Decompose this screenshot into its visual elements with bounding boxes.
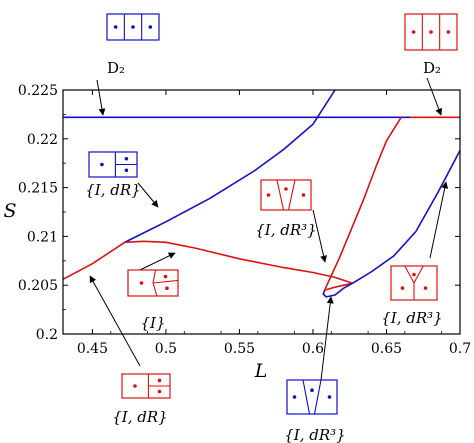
inset-dot <box>148 25 153 29</box>
x-tick-label: 0.45 <box>77 341 108 357</box>
x-axis-label: L <box>254 360 268 382</box>
x-tick-label: 0.65 <box>371 341 402 357</box>
inset-wall <box>152 282 158 297</box>
inset-dot <box>423 286 428 290</box>
x-tick-label: 0.6 <box>302 341 324 357</box>
inset-center-right-red <box>260 179 312 211</box>
y-tick-label: 0.21 <box>27 229 58 245</box>
inset-dot <box>429 30 433 34</box>
inset-dot <box>113 25 118 29</box>
inset-dot <box>412 272 416 277</box>
inset-dot <box>400 286 405 290</box>
y-tick-label: 0.215 <box>18 181 58 197</box>
x-tick-label: 0.7 <box>449 341 471 357</box>
x-tick-label: 0.55 <box>224 341 255 357</box>
y-tick-label: 0.2 <box>36 327 58 343</box>
top-right-label: D₂ <box>423 59 441 77</box>
inset-wall <box>152 269 157 284</box>
inset-dot <box>446 30 451 34</box>
arrow-center <box>139 252 176 271</box>
series-line-5 <box>324 282 353 291</box>
inset-bottom-left-red <box>121 373 171 399</box>
bottom-center-label: {I, dR³} <box>284 426 345 443</box>
inset-wall <box>152 279 179 284</box>
center-right-label: {I, dR³} <box>255 221 316 239</box>
series-line-8 <box>352 150 461 284</box>
inset-dot <box>292 395 297 399</box>
inset-dot <box>124 168 129 173</box>
inset-wall <box>276 179 285 211</box>
inset-dot <box>310 388 314 393</box>
insets <box>88 13 458 415</box>
inset-wall <box>413 265 424 284</box>
inset-dot <box>124 156 129 161</box>
series-line-6 <box>322 282 354 298</box>
inset-dot <box>133 384 137 388</box>
arrow-bottom-left <box>89 275 141 367</box>
annotation-arrows <box>89 77 449 381</box>
y-tick-label: 0.22 <box>27 132 58 148</box>
series-line-2 <box>124 89 336 244</box>
inset-dot <box>139 281 144 285</box>
arrow-top-left <box>96 79 106 116</box>
inset-wall <box>302 379 311 415</box>
inset-dot <box>301 193 306 197</box>
top-left-label: D₂ <box>107 59 125 77</box>
inset-right-red <box>390 265 438 301</box>
series-line-4 <box>124 240 353 284</box>
inset-dot <box>163 274 168 279</box>
inset-dot <box>411 30 416 34</box>
inset-dot <box>327 395 332 399</box>
inset-dot <box>165 286 169 291</box>
right-label: {I, dR³} <box>381 309 442 327</box>
series-line-7 <box>323 116 402 291</box>
arrow-center-right <box>312 209 327 263</box>
y-tick-label: 0.205 <box>18 278 58 294</box>
y-axis-label: S <box>3 200 16 222</box>
axes: 0.45 0.5 0.55 0.6 0.65 0.7 0.2 0.205 0.21 0.215 0.… <box>18 83 471 357</box>
y-tick-label: 0.225 <box>18 83 58 99</box>
inset-top-left-blue <box>106 13 160 41</box>
inset-bottom-center-blue <box>286 379 338 415</box>
inset-dot <box>284 187 288 191</box>
series-line-3 <box>62 241 126 281</box>
inset-mid-left-blue <box>88 151 138 178</box>
mid-left-label: {I, dR} <box>85 181 140 199</box>
inset-top-right-red <box>404 13 458 51</box>
annotation-labels: D₂ D₂ {I, dR} {I} {I, dR³} {I, dR³} {I, … <box>85 59 442 443</box>
inset-center-red <box>127 269 179 297</box>
center-label: {I} <box>140 314 165 332</box>
inset-dot <box>131 25 135 29</box>
inset-wall <box>313 379 322 415</box>
arrow-right <box>429 181 449 259</box>
inset-wall <box>404 265 415 284</box>
arrow-bottom-center <box>320 296 334 381</box>
arrow-top-right <box>426 77 443 116</box>
arrow-mid-left <box>137 182 159 208</box>
inset-dot <box>266 193 271 197</box>
inset-dot <box>157 389 162 394</box>
inset-dot <box>157 378 162 383</box>
x-tick-label: 0.5 <box>155 341 177 357</box>
bottom-left-label: {I, dR} <box>112 408 167 426</box>
inset-wall <box>287 179 296 211</box>
inset-dot <box>100 162 104 167</box>
